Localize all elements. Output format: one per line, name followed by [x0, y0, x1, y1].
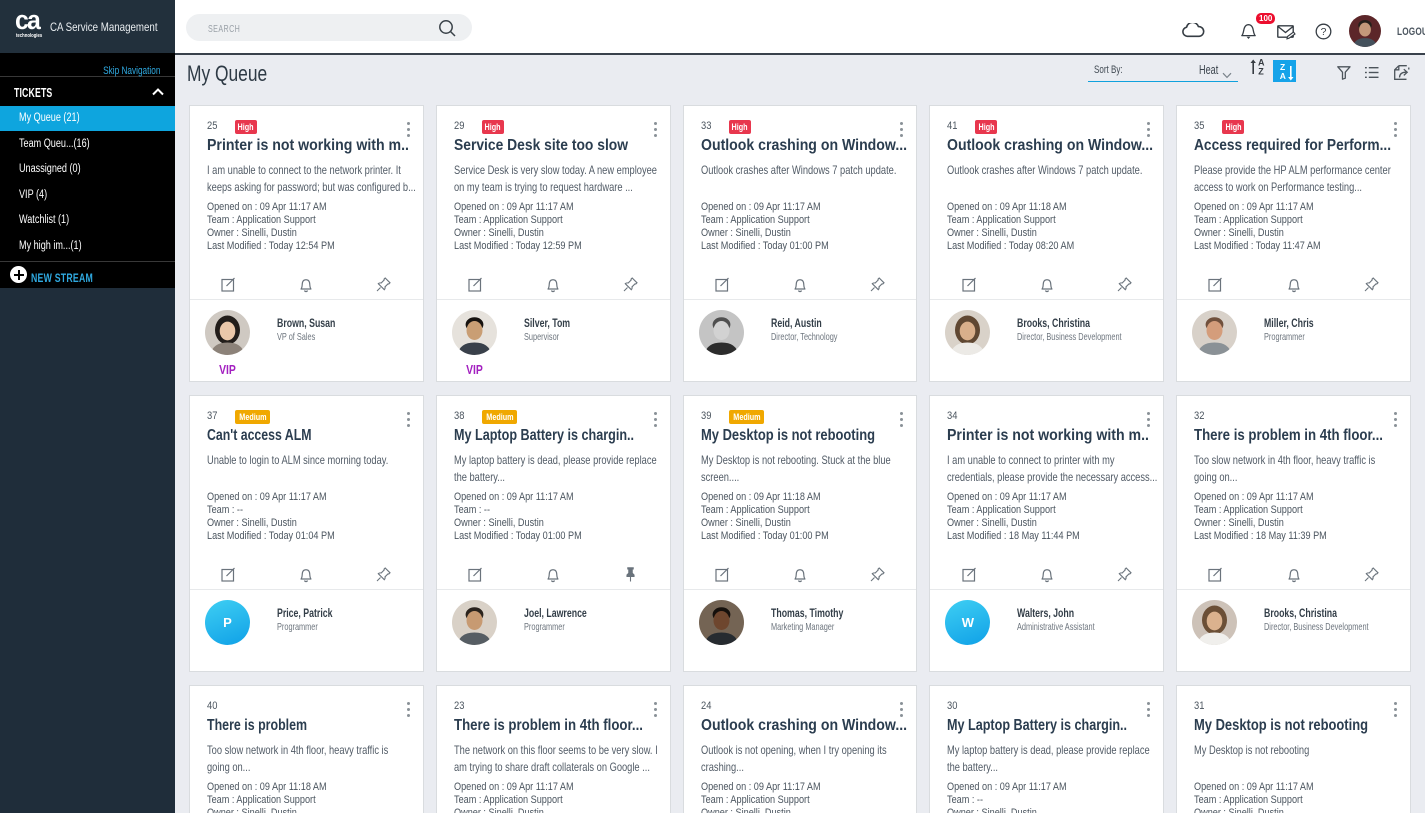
svg-text:?: ? — [1321, 26, 1327, 38]
svg-text:A: A — [1280, 71, 1286, 81]
svg-text:Z: Z — [1258, 67, 1264, 77]
svg-text:A: A — [1258, 58, 1265, 68]
svg-text:Z: Z — [1280, 62, 1285, 72]
